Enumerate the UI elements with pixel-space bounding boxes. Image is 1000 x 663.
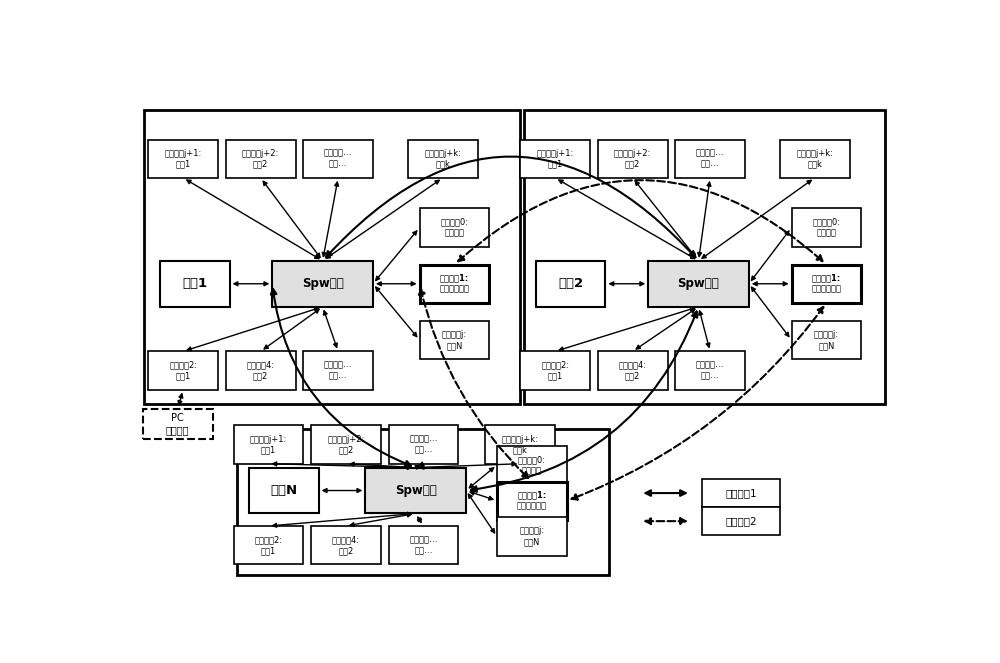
- FancyBboxPatch shape: [160, 261, 230, 307]
- FancyBboxPatch shape: [303, 351, 373, 390]
- FancyBboxPatch shape: [780, 139, 850, 178]
- FancyBboxPatch shape: [388, 526, 458, 564]
- FancyBboxPatch shape: [497, 481, 567, 520]
- Text: 物理地址2:
功能1: 物理地址2: 功能1: [254, 535, 282, 555]
- FancyBboxPatch shape: [144, 110, 520, 404]
- FancyBboxPatch shape: [792, 208, 861, 247]
- FancyArrowPatch shape: [271, 289, 411, 466]
- FancyBboxPatch shape: [365, 467, 466, 513]
- FancyBboxPatch shape: [249, 467, 319, 513]
- Text: 物理地址j+k:
接口k: 物理地址j+k: 接口k: [502, 434, 539, 455]
- FancyBboxPatch shape: [648, 261, 749, 307]
- FancyBboxPatch shape: [598, 351, 668, 390]
- Text: 物理地址…
功能…: 物理地址… 功能…: [324, 361, 352, 381]
- Text: 物理地址j+1:
接口1: 物理地址j+1: 接口1: [164, 149, 202, 169]
- Text: Spw路由: Spw路由: [395, 484, 436, 497]
- Text: 模块N: 模块N: [270, 484, 297, 497]
- FancyBboxPatch shape: [237, 429, 609, 575]
- Text: 物理地址j:
功能N: 物理地址j: 功能N: [814, 330, 839, 350]
- FancyBboxPatch shape: [226, 139, 296, 178]
- FancyBboxPatch shape: [226, 351, 296, 390]
- FancyBboxPatch shape: [420, 265, 489, 303]
- FancyBboxPatch shape: [234, 426, 303, 463]
- FancyBboxPatch shape: [311, 426, 381, 463]
- Text: 物理地址j+2:
接口2: 物理地址j+2: 接口2: [242, 149, 279, 169]
- Text: 模兗1: 模兗1: [182, 277, 207, 290]
- FancyBboxPatch shape: [143, 409, 213, 440]
- FancyBboxPatch shape: [536, 261, 605, 307]
- Text: 物理地址…
功能…: 物理地址… 功能…: [696, 361, 724, 381]
- FancyBboxPatch shape: [148, 139, 218, 178]
- Text: 连接方关2: 连接方关2: [725, 516, 757, 526]
- Text: 物理地址1:
路由信息采集: 物理地址1: 路由信息采集: [517, 491, 547, 511]
- FancyBboxPatch shape: [485, 426, 555, 463]
- FancyArrowPatch shape: [419, 288, 528, 478]
- FancyBboxPatch shape: [311, 526, 381, 564]
- Text: 物理地址…
接口…: 物理地址… 接口…: [324, 149, 352, 169]
- Text: 物理地址…
接口…: 物理地址… 接口…: [409, 434, 438, 455]
- Text: 物理地址j:
功能N: 物理地址j: 功能N: [442, 330, 467, 350]
- Text: 物理地址0:
路由配置: 物理地址0: 路由配置: [518, 455, 546, 475]
- Text: 物理地址…
接口…: 物理地址… 接口…: [696, 149, 724, 169]
- FancyBboxPatch shape: [524, 110, 885, 404]
- FancyBboxPatch shape: [520, 351, 590, 390]
- FancyArrowPatch shape: [572, 307, 823, 499]
- Text: 物理地址…
功能…: 物理地址… 功能…: [409, 535, 438, 555]
- Text: 连接方关1: 连接方关1: [725, 488, 757, 498]
- Text: 物理地址j+k:
接口k: 物理地址j+k: 接口k: [424, 149, 461, 169]
- FancyBboxPatch shape: [303, 139, 373, 178]
- Text: Spw路由: Spw路由: [302, 277, 344, 290]
- Text: 物理地址4:
功能2: 物理地址4: 功能2: [247, 361, 275, 381]
- FancyBboxPatch shape: [420, 208, 489, 247]
- Text: 物理地址4:
功能2: 物理地址4: 功能2: [332, 535, 360, 555]
- Text: 物理地址1:
路由信息采集: 物理地址1: 路由信息采集: [811, 274, 841, 294]
- Text: 模兗2: 模兗2: [558, 277, 583, 290]
- FancyBboxPatch shape: [148, 351, 218, 390]
- FancyBboxPatch shape: [420, 321, 489, 359]
- FancyBboxPatch shape: [675, 139, 745, 178]
- Text: Spw路由: Spw路由: [678, 277, 719, 290]
- FancyBboxPatch shape: [497, 446, 567, 484]
- Text: 物理地址j+k:
接口k: 物理地址j+k: 接口k: [796, 149, 833, 169]
- FancyArrowPatch shape: [326, 156, 695, 257]
- Text: 物理地址2:
功能1: 物理地址2: 功能1: [541, 361, 569, 381]
- FancyBboxPatch shape: [598, 139, 668, 178]
- Text: 物理地址4:
功能2: 物理地址4: 功能2: [619, 361, 647, 381]
- FancyBboxPatch shape: [792, 265, 861, 303]
- FancyArrowPatch shape: [471, 312, 697, 492]
- Text: 物理地址j+1:
接口1: 物理地址j+1: 接口1: [536, 149, 574, 169]
- Text: 物理地址2:
功能1: 物理地址2: 功能1: [169, 361, 197, 381]
- Text: 物理地址0:
路由配置: 物理地址0: 路由配置: [440, 217, 468, 237]
- FancyBboxPatch shape: [675, 351, 745, 390]
- FancyBboxPatch shape: [702, 479, 780, 507]
- FancyBboxPatch shape: [792, 321, 861, 359]
- Text: 物理地址j+2:
接口2: 物理地址j+2: 接口2: [327, 434, 364, 455]
- FancyBboxPatch shape: [388, 426, 458, 463]
- FancyBboxPatch shape: [520, 139, 590, 178]
- Text: PC
路由配置: PC 路由配置: [166, 413, 189, 436]
- Text: 物理地址j+2:
接口2: 物理地址j+2: 接口2: [614, 149, 651, 169]
- Text: 物理地址j:
功能N: 物理地址j: 功能N: [519, 526, 544, 546]
- Text: 物理地址0:
路由配置: 物理地址0: 路由配置: [812, 217, 840, 237]
- FancyBboxPatch shape: [272, 261, 373, 307]
- FancyBboxPatch shape: [234, 526, 303, 564]
- Text: 物理地址j+1:
接口1: 物理地址j+1: 接口1: [250, 434, 287, 455]
- FancyBboxPatch shape: [408, 139, 478, 178]
- Text: 物理地址1:
路由信息采集: 物理地址1: 路由信息采集: [439, 274, 469, 294]
- FancyArrowPatch shape: [458, 180, 823, 261]
- FancyBboxPatch shape: [702, 507, 780, 535]
- FancyBboxPatch shape: [497, 517, 567, 556]
